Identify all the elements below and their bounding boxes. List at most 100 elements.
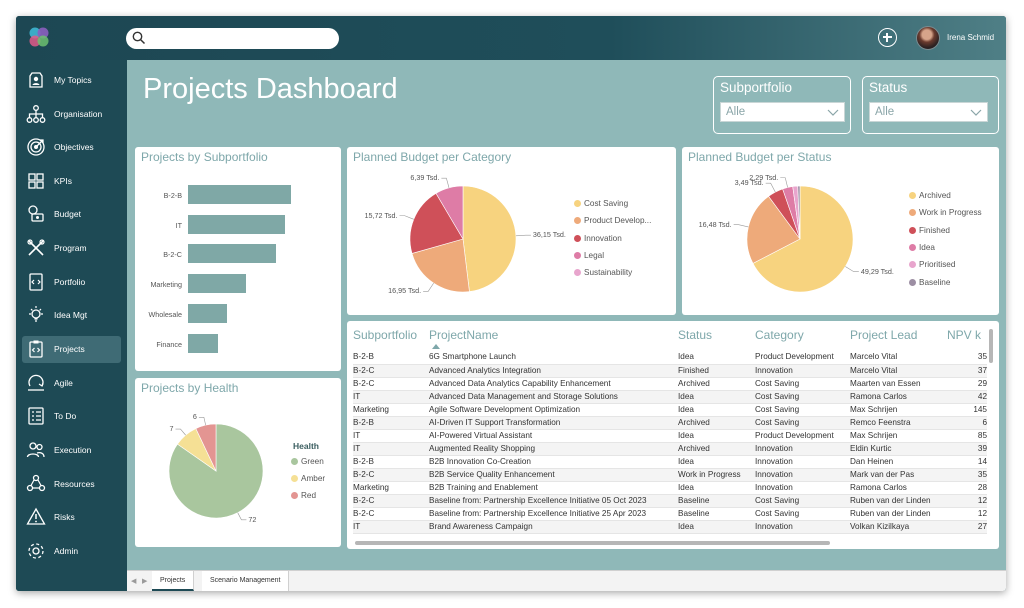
sidebar-item-label: Portfolio [54, 277, 86, 287]
legend-item[interactable]: Finished [909, 226, 950, 235]
legend-item[interactable]: Green [291, 457, 324, 466]
table-row[interactable]: IT Brand Awareness Campaign Idea Innovation… [353, 520, 987, 534]
chevron-down-icon [827, 109, 839, 116]
tab-scenario-management[interactable]: Scenario Management [202, 571, 290, 591]
legend-item[interactable]: Baseline [909, 278, 950, 287]
sidebar-item-admin[interactable]: Admin [22, 538, 121, 565]
table-cell: Baseline [678, 494, 755, 508]
table-row[interactable]: B-2-C B2B Service Quality Enhancement Work… [353, 468, 987, 482]
tab-next-arrow[interactable]: ▶ [142, 578, 148, 585]
legend-item[interactable]: Legal [574, 251, 604, 260]
sidebar-item-budget[interactable]: Budget [22, 201, 121, 228]
legend-item[interactable]: Prioritised [909, 260, 955, 269]
add-button[interactable] [878, 28, 897, 47]
sidebar-item-projects[interactable]: Projects [22, 336, 121, 363]
bar-finance[interactable] [188, 333, 219, 353]
table-row[interactable]: Marketing Agile Software Development Opti… [353, 403, 987, 417]
user-name[interactable]: Irena Schmid [947, 33, 995, 42]
table-row[interactable]: B-2-B AI-Driven IT Support Transformation… [353, 416, 987, 430]
table-cell: Innovation [755, 455, 850, 469]
legend-item[interactable]: Innovation [574, 234, 622, 243]
table-row[interactable]: B-2-C Baseline from: Partnership Excellen… [353, 494, 987, 508]
vertical-scrollbar[interactable] [989, 329, 993, 363]
column-header[interactable]: Status [678, 328, 713, 342]
table-cell: AI-Driven IT Support Transformation [429, 416, 678, 430]
pie-slice-red[interactable] [195, 423, 217, 472]
sidebar-item-risks[interactable]: Risks [22, 504, 121, 531]
table-cell: Max Schrijen [850, 403, 947, 417]
legend-item[interactable]: Red [291, 491, 316, 500]
pie-slice-legal[interactable] [435, 185, 464, 241]
leader-line [175, 428, 186, 436]
table-cell: Maarten van Essen [850, 377, 947, 391]
pie-slice-archived[interactable] [752, 185, 854, 293]
legend-item[interactable]: Idea [909, 243, 935, 252]
legend-item[interactable]: Cost Saving [574, 199, 628, 208]
sidebar-item-resources[interactable]: Resources [22, 471, 121, 498]
sidebar-item-my-topics[interactable]: My Topics [22, 67, 121, 94]
pie-slice-work-in-progress[interactable] [746, 195, 801, 264]
table-row[interactable]: IT Advanced Data Management and Storage S… [353, 390, 987, 404]
leader-line [198, 417, 206, 426]
table-cell: Ruben van der Linden [850, 507, 947, 521]
table-row[interactable]: B-2-B 6G Smartphone Launch Idea Product Dev… [353, 351, 987, 365]
sidebar-item-objectives[interactable]: Objectives [22, 134, 121, 161]
pie-slice-cost-saving[interactable] [462, 185, 517, 292]
table-row[interactable]: Marketing B2B Training and Enablement Idea… [353, 481, 987, 495]
legend-label: Green [301, 457, 324, 466]
sidebar-item-to-do[interactable]: To Do [22, 403, 121, 430]
table-row[interactable]: B-2-C Baseline from: Partnership Excellen… [353, 507, 987, 521]
legend-title: Health [293, 441, 319, 451]
sidebar-item-portfolio[interactable]: Portfolio [22, 269, 121, 296]
table-cell: 6 [947, 416, 987, 430]
subportfolio-select[interactable]: Alle [720, 102, 845, 122]
tab-prev-arrow[interactable]: ◀ [131, 578, 137, 585]
table-cell: Product Development [755, 351, 850, 365]
code-file-icon [29, 273, 43, 291]
code-clipboard-icon [29, 340, 43, 358]
table-row[interactable]: B-2-C Advanced Data Analytics Capability … [353, 377, 987, 391]
column-header[interactable]: Project Lead [850, 328, 918, 342]
sort-ascending-icon[interactable] [432, 344, 440, 349]
column-header[interactable]: Subportfolio [353, 328, 418, 342]
column-header[interactable]: ProjectName [429, 328, 499, 342]
legend-item[interactable]: Amber [291, 474, 325, 483]
sidebar-item-idea-mgt[interactable]: Idea Mgt [22, 302, 121, 329]
pie-slice-baseline[interactable] [797, 185, 801, 240]
bar-b-2-c[interactable] [188, 244, 276, 264]
table-row[interactable]: IT AI-Powered Virtual Assistant Idea Produc… [353, 429, 987, 443]
pie-slice-product-develop-[interactable] [411, 238, 470, 293]
bar-wholesale[interactable] [188, 303, 228, 323]
lightbulb-icon [29, 306, 43, 322]
sidebar-item-agile[interactable]: Agile [22, 370, 121, 397]
bar-b-2-b[interactable] [188, 185, 291, 204]
sidebar-item-program[interactable]: Program [22, 235, 121, 262]
table-row[interactable]: IT Augmented Reality Shopping Archived Inno… [353, 442, 987, 456]
search-input[interactable] [126, 28, 339, 49]
table-row[interactable]: B-2-C Advanced Analytics Integration Finis… [353, 364, 987, 378]
money-icon [28, 205, 44, 222]
table-row[interactable]: B-2-B B2B Innovation Co-Creation Idea Innov… [353, 455, 987, 469]
sidebar-item-organisation[interactable]: Organisation [22, 101, 121, 128]
sidebar-item-execution[interactable]: Execution [22, 437, 121, 464]
legend-item[interactable]: Sustainability [574, 268, 632, 277]
legend-item[interactable]: Product Develop... [574, 216, 651, 225]
legend-item[interactable]: Work in Progress [909, 208, 982, 217]
table-cell: Advanced Data Management and Storage Sol… [429, 390, 678, 404]
status-select[interactable]: Alle [869, 102, 988, 122]
horizontal-scrollbar[interactable] [355, 541, 830, 545]
avatar[interactable] [916, 26, 940, 50]
sidebar-item-label: Organisation [54, 109, 103, 119]
data-label: 15,72 Tsd. [364, 210, 398, 220]
gear-icon [28, 543, 44, 559]
legend-item[interactable]: Archived [909, 191, 951, 200]
sidebar-item-kpis[interactable]: KPIs [22, 168, 121, 195]
tab-projects[interactable]: Projects [152, 571, 195, 591]
column-header[interactable]: Category [755, 328, 804, 342]
app-logo-icon[interactable] [26, 24, 52, 50]
column-header[interactable]: NPV k [947, 328, 982, 342]
bar-it[interactable] [188, 214, 285, 234]
table-cell: Brand Awareness Campaign [429, 520, 678, 534]
legend-label: Cost Saving [584, 199, 629, 208]
bar-marketing[interactable] [188, 274, 246, 294]
